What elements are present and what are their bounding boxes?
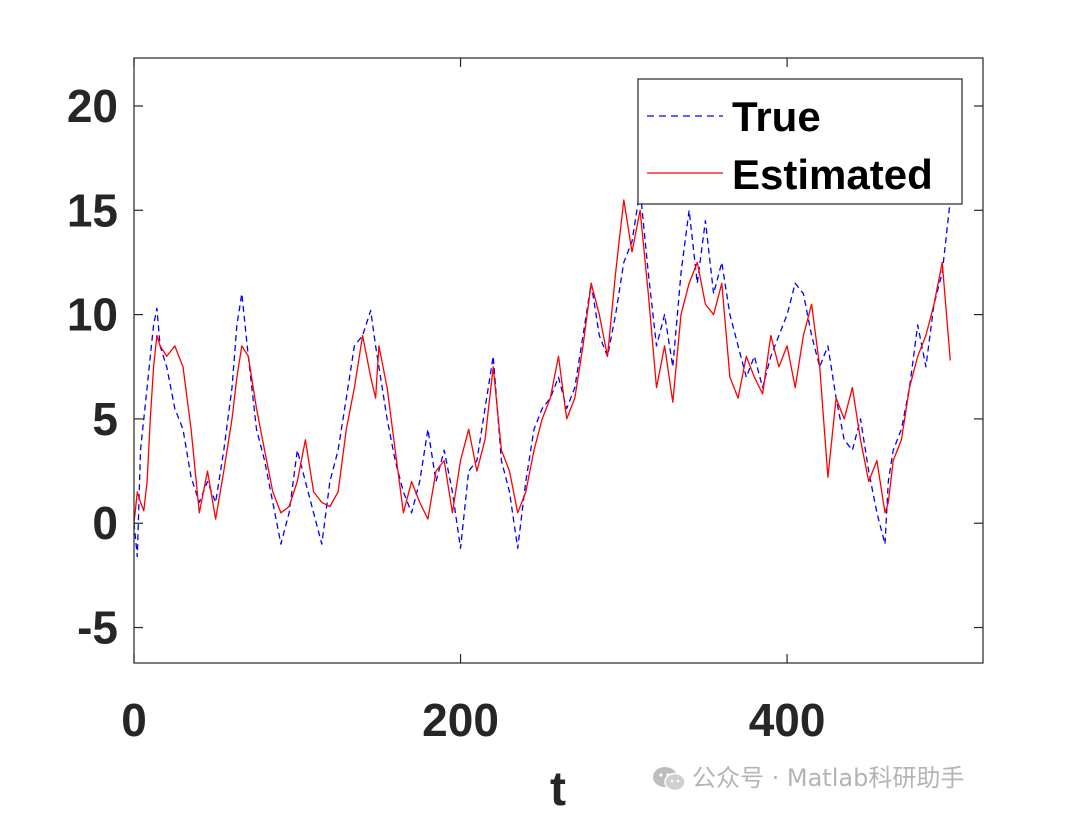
y-ticks: -5 0 5 10 15 20 xyxy=(67,80,983,654)
y-tick-label: 0 xyxy=(92,497,118,549)
series-layer xyxy=(133,188,951,558)
watermark-text: 公众号 · Matlab科研助手 xyxy=(692,764,965,792)
y-tick-label: 5 xyxy=(92,393,118,445)
x-tick-label: 0 xyxy=(121,694,147,746)
series-line-true xyxy=(133,188,951,558)
legend[interactable]: True Estimated xyxy=(637,78,963,205)
x-tick-label: 400 xyxy=(749,694,826,746)
x-ticks: 0 200 400 xyxy=(121,58,825,746)
x-axis-label: t xyxy=(550,763,566,816)
wechat-icon xyxy=(653,767,686,792)
x-tick-label: 200 xyxy=(422,694,499,746)
plot-frame xyxy=(133,57,984,664)
series-line-estimated xyxy=(133,199,951,524)
watermark: 公众号 · Matlab科研助手 xyxy=(652,758,964,793)
y-tick-label: 20 xyxy=(67,80,118,132)
y-tick-label: 10 xyxy=(67,289,118,341)
legend-estimated-label: Estimated xyxy=(732,151,933,198)
legend-box xyxy=(637,78,963,205)
y-tick-label: 15 xyxy=(67,184,118,236)
y-tick-label: -5 xyxy=(77,602,118,654)
legend-true-label: True xyxy=(732,93,821,140)
